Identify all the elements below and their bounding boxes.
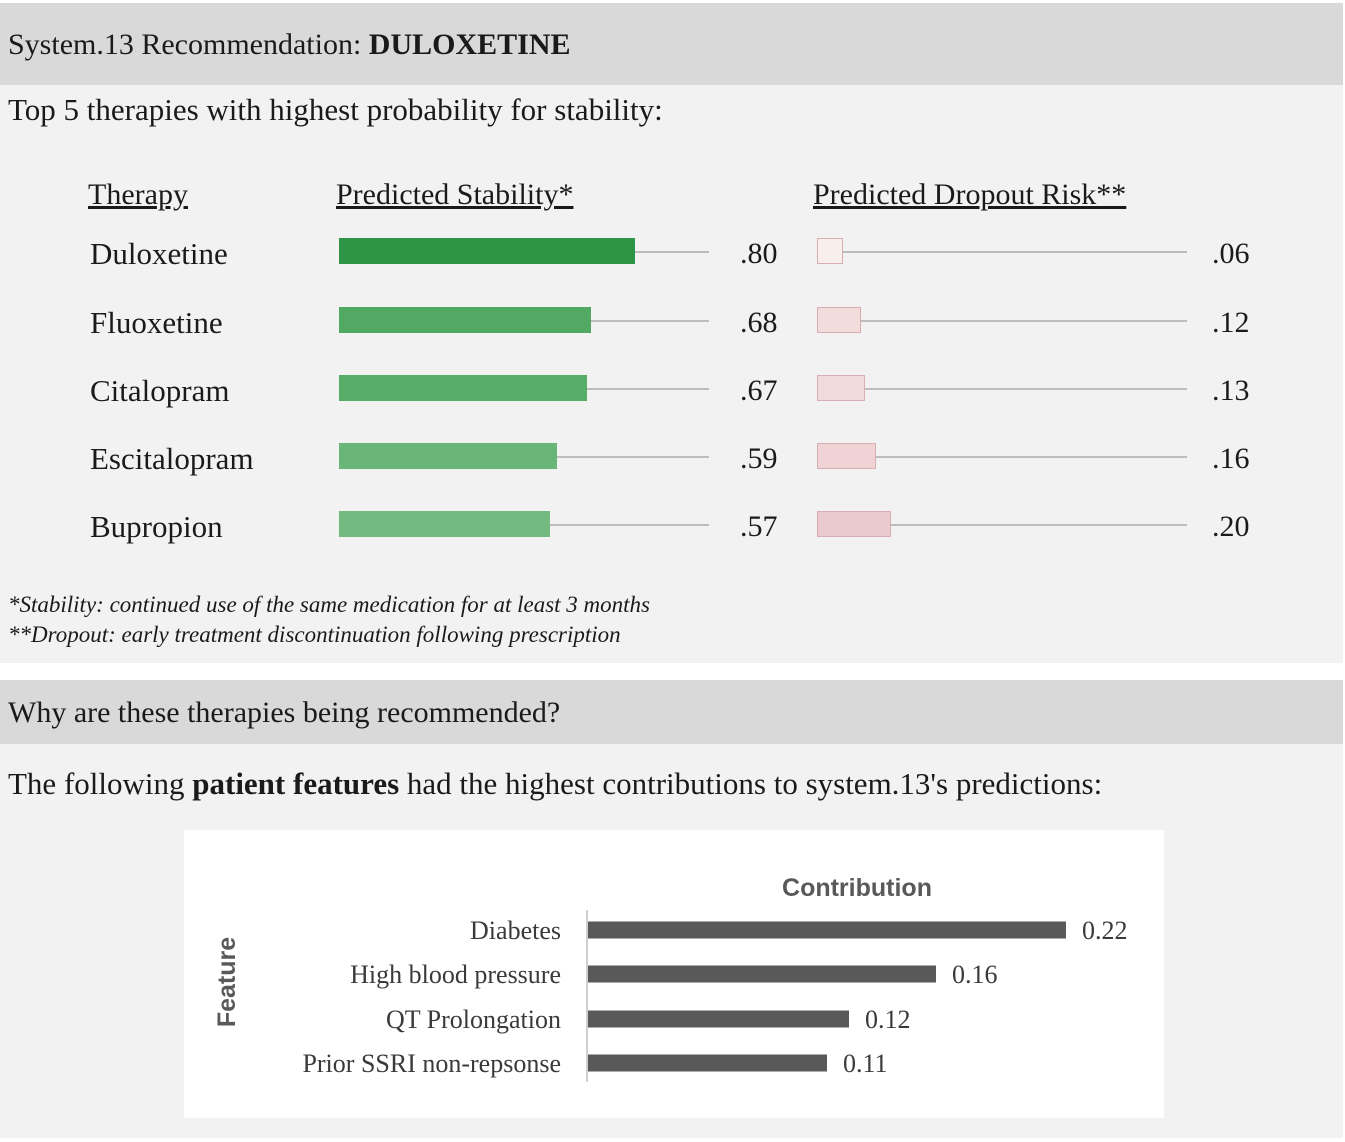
feature-contribution-chart: Contribution Feature Diabetes 0.22 High bl… (184, 830, 1164, 1118)
recommended-therapy: DULOXETINE (368, 28, 571, 61)
dropout-bar (817, 307, 861, 333)
feature-label: QT Prolongation (386, 1005, 561, 1034)
therapy-name: Escitalopram (90, 441, 254, 476)
intro-prefix: The following (8, 766, 193, 801)
feature-value-label: 0.11 (843, 1049, 888, 1078)
stability-value: .68 (740, 306, 778, 339)
chart-title: Contribution (782, 874, 932, 902)
stability-bar (339, 511, 550, 537)
dropout-value: .16 (1212, 442, 1250, 475)
stability-bar (339, 375, 587, 401)
therapy-column-header: Therapy (88, 178, 188, 211)
explanation-intro: The following patient features had the h… (8, 766, 1102, 802)
recommendation-title: System.13 Recommendation: DULOXETINE (8, 28, 571, 62)
stability-bar (339, 443, 557, 469)
dropout-value: .06 (1212, 237, 1250, 270)
stability-footnote: *Stability: continued use of the same me… (8, 592, 651, 617)
feature-label: Prior SSRI non-repsonse (302, 1049, 561, 1078)
chart-y-axis-label: Feature (213, 937, 241, 1027)
dropout-value: .12 (1212, 306, 1250, 339)
dropout-track (817, 524, 1187, 526)
feature-label: Diabetes (470, 916, 561, 945)
feature-bar (588, 965, 936, 983)
stability-value: .57 (740, 510, 778, 543)
recommendation-title-prefix: System.13 Recommendation: (8, 28, 369, 61)
explanation-header (0, 680, 1343, 744)
stability-value: .59 (740, 442, 778, 475)
feature-value-label: 0.16 (952, 960, 998, 989)
stability-column-header: Predicted Stability* (336, 178, 574, 211)
recommendation-panel (0, 3, 1343, 663)
stability-value: .67 (740, 374, 778, 407)
feature-value-label: 0.22 (1082, 916, 1128, 945)
top-therapies-subtitle: Top 5 therapies with highest probability… (8, 92, 663, 127)
therapy-name: Fluoxetine (90, 305, 223, 340)
stability-value: .80 (740, 237, 778, 270)
dropout-value: .20 (1212, 510, 1250, 543)
stability-bar (339, 238, 635, 264)
therapy-name: Bupropion (90, 509, 223, 544)
dropout-bar (817, 375, 865, 401)
recommendation-header (0, 3, 1343, 85)
explanation-heading: Why are these therapies being recommende… (8, 696, 561, 729)
feature-bars: Diabetes 0.22 High blood pressure 0.16 QT Pr… (302, 916, 1127, 1078)
dropout-track (817, 388, 1187, 390)
dropout-bar (817, 511, 891, 537)
intro-bold: patient features (192, 766, 400, 801)
dropout-value: .13 (1212, 374, 1250, 407)
feature-bar (588, 1010, 849, 1028)
therapy-name: Duloxetine (90, 236, 228, 271)
therapy-name: Citalopram (90, 373, 230, 408)
dropout-footnote: **Dropout: early treatment discontinuati… (8, 622, 621, 647)
intro-suffix: had the highest contributions to system.… (399, 766, 1103, 801)
feature-bar (588, 1054, 827, 1072)
dropout-track (817, 456, 1187, 458)
dropout-track (817, 251, 1187, 253)
feature-chart-svg: Contribution Feature Diabetes 0.22 High bl… (213, 874, 1128, 1082)
dropout-bar (817, 443, 876, 469)
feature-label: High blood pressure (350, 960, 561, 989)
dropout-track (817, 320, 1187, 322)
dropout-column-header: Predicted Dropout Risk** (813, 178, 1127, 211)
feature-bar (588, 921, 1066, 939)
feature-value-label: 0.12 (865, 1005, 911, 1034)
stability-bar (339, 307, 591, 333)
dropout-bar (817, 238, 843, 264)
